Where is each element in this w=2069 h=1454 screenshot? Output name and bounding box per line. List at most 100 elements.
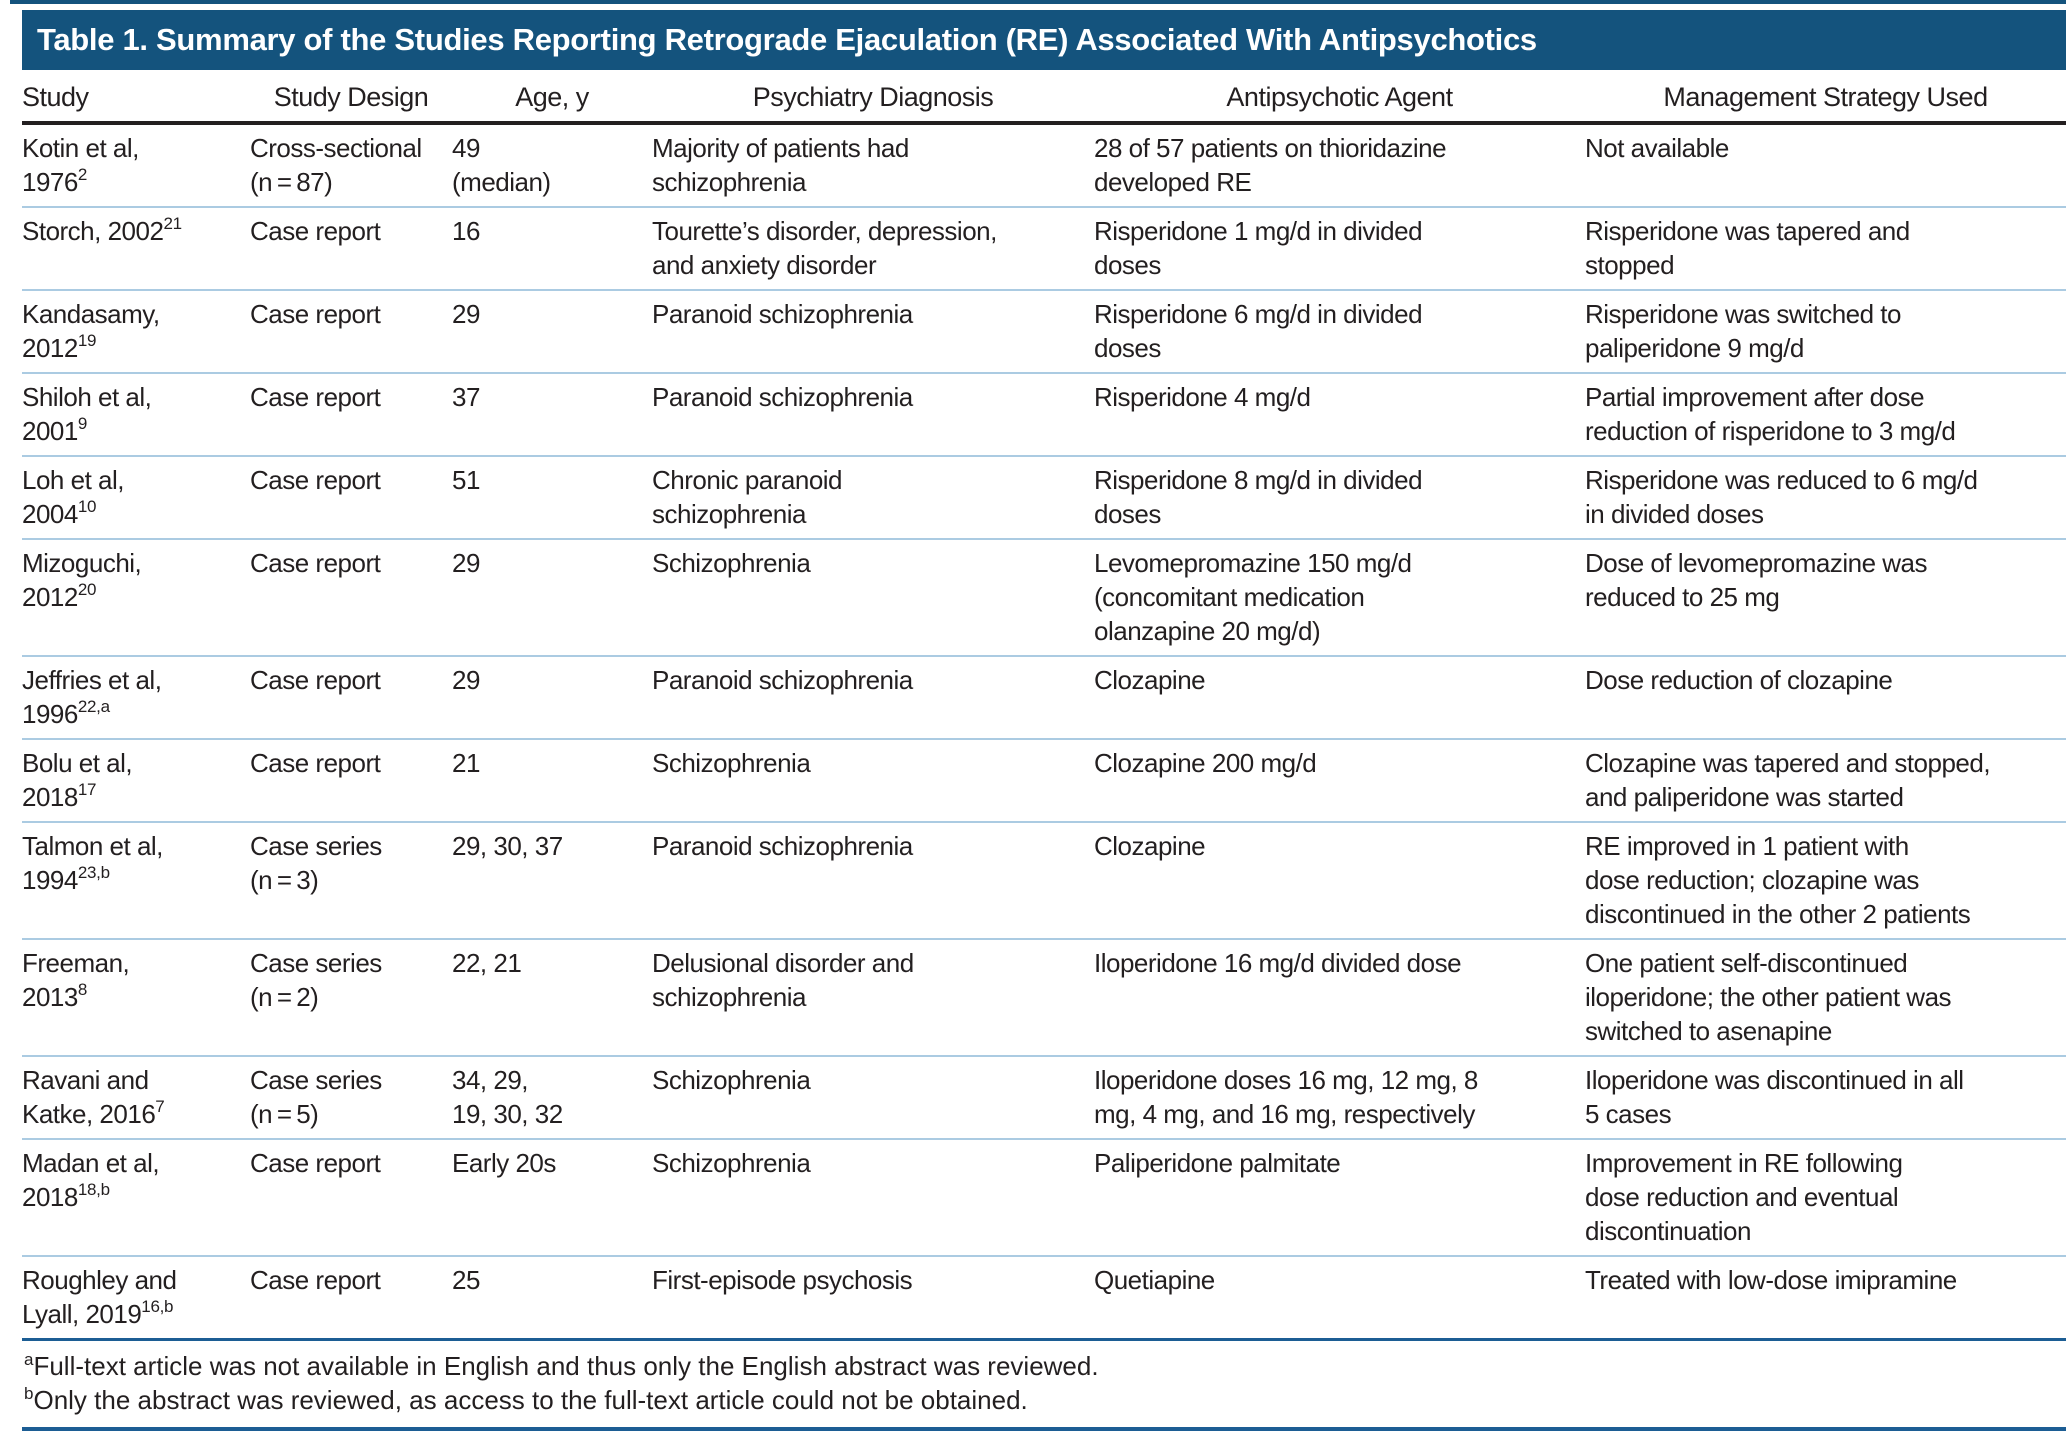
cell-study-design: Case report [250,1138,452,1256]
header-row: Study Study Design Age, y Psychiatry Dia… [22,70,2066,125]
cell-study: Loh et al, 200410 [22,455,250,539]
table-row: Storch, 200221 Case report 16 Tourette’s… [22,206,2066,290]
cell-age: 34, 29, 19, 30, 32 [452,1055,652,1139]
cell-management-strategy: Iloperidone was discontinued in all 5 ca… [1585,1055,2066,1139]
reference-superscript: 19 [77,331,97,350]
footnote-b: bOnly the abstract was reviewed, as acce… [24,1383,2066,1417]
reference-superscript: 2 [77,165,87,184]
table-row: Kandasamy, 201219 Case report 29 Paranoi… [22,289,2066,373]
cell-management-strategy: Partial improvement after dose reduction… [1585,372,2066,456]
bottom-rule [22,1427,2066,1431]
cell-psychiatry-diagnosis: Paranoid schizophrenia [652,289,1094,373]
table-title-bar: Table 1. Summary of the Studies Reportin… [22,10,2066,70]
table-row: Kotin et al, 19762 Cross-sectional (n = … [22,123,2066,207]
cell-psychiatry-diagnosis: First-episode psychosis [652,1255,1094,1338]
cell-study-design: Case report [250,655,452,739]
table-row: Freeman, 20138 Case series (n = 2) 22, 2… [22,938,2066,1056]
cell-management-strategy: Dose reduction of clozapine [1585,655,2066,739]
column-header-age: Age, y [452,70,652,125]
cell-study-design: Case report [250,455,452,539]
column-header-study: Study [22,70,250,125]
reference-superscript: 9 [77,414,87,433]
table-row: Bolu et al, 201817 Case report 21 Schizo… [22,738,2066,822]
studies-table: Study Study Design Age, y Psychiatry Dia… [22,70,2066,1338]
cell-management-strategy: Risperidone was tapered and stopped [1585,206,2066,290]
cell-antipsychotic-agent: Iloperidone 16 mg/d divided dose [1094,938,1585,1056]
table-row: Ravani and Katke, 20167 Case series (n =… [22,1055,2066,1139]
cell-antipsychotic-agent: Risperidone 1 mg/d in divided doses [1094,206,1585,290]
cell-psychiatry-diagnosis: Schizophrenia [652,738,1094,822]
cell-psychiatry-diagnosis: Schizophrenia [652,1055,1094,1139]
table-row: Roughley and Lyall, 201916,b Case report… [22,1255,2066,1338]
reference-superscript: 7 [155,1097,165,1116]
cell-study-design: Case report [250,289,452,373]
cell-study: Mizoguchi, 201220 [22,538,250,656]
reference-superscript: 17 [77,780,97,799]
table-header: Study Study Design Age, y Psychiatry Dia… [22,70,2066,125]
footnote-a-marker: a [24,1350,34,1369]
cell-study-design: Case report [250,206,452,290]
footnote-a-text: Full-text article was not available in E… [33,1351,1099,1381]
cell-age: 37 [452,372,652,456]
cell-study: Kotin et al, 19762 [22,133,139,197]
cell-antipsychotic-agent: Risperidone 6 mg/d in divided doses [1094,289,1585,373]
table-row: Talmon et al, 199423,b Case series (n = … [22,821,2066,939]
column-header-study-design: Study Design [250,70,452,125]
cell-management-strategy: RE improved in 1 patient with dose reduc… [1585,821,2066,939]
cell-antipsychotic-agent: 28 of 57 patients on thioridazine develo… [1094,133,1447,197]
cell-management-strategy: One patient self-discontinued iloperidon… [1585,938,2066,1056]
cell-age: 29 [452,655,652,739]
top-rule [10,0,2066,4]
cell-age: 49 (median) [452,133,551,197]
cell-age: 25 [452,1255,652,1338]
cell-age: 29 [452,538,652,656]
cell-psychiatry-diagnosis: Paranoid schizophrenia [652,821,1094,939]
cell-antipsychotic-agent: Clozapine [1094,821,1585,939]
cell-antipsychotic-agent: Risperidone 8 mg/d in divided doses [1094,455,1585,539]
table-title: Table 1. Summary of the Studies Reportin… [37,22,1537,57]
cell-antipsychotic-agent: Paliperidone palmitate [1094,1138,1585,1256]
cell-study: Kandasamy, 201219 [22,289,250,373]
cell-antipsychotic-agent: Iloperidone doses 16 mg, 12 mg, 8 mg, 4 … [1094,1055,1585,1139]
footnote-b-marker: b [24,1384,34,1403]
cell-study: Madan et al, 201818,b [22,1138,250,1256]
cell-study-design: Cross-sectional (n = 87) [250,133,422,197]
cell-psychiatry-diagnosis: Chronic paranoid schizophrenia [652,455,1094,539]
cell-study-design: Case series (n = 3) [250,821,452,939]
table-row: Shiloh et al, 20019 Case report 37 Paran… [22,372,2066,456]
cell-age: 51 [452,455,652,539]
cell-antipsychotic-agent: Risperidone 4 mg/d [1094,372,1585,456]
column-header-antipsychotic-agent: Antipsychotic Agent [1094,70,1585,125]
cell-study-design: Case series (n = 2) [250,938,452,1056]
cell-study: Ravani and Katke, 20167 [22,1055,250,1139]
cell-management-strategy: Risperidone was switched to paliperidone… [1585,289,2066,373]
cell-study-design: Case report [250,738,452,822]
reference-superscript: 8 [77,980,87,999]
cell-antipsychotic-agent: Clozapine 200 mg/d [1094,738,1585,822]
cell-age: 29 [452,289,652,373]
footnote-b-text: Only the abstract was reviewed, as acces… [33,1385,1028,1415]
table-body: Kotin et al, 19762 Cross-sectional (n = … [22,123,2066,1338]
reference-superscript: 22,a [77,697,110,716]
cell-psychiatry-diagnosis: Tourette’s disorder, depression, and anx… [652,206,1094,290]
cell-study-design: Case report [250,1255,452,1338]
cell-study: Jeffries et al, 199622,a [22,655,250,739]
cell-psychiatry-diagnosis: Paranoid schizophrenia [652,655,1094,739]
cell-age: Early 20s [452,1138,652,1256]
cell-management-strategy: Clozapine was tapered and stopped, and p… [1585,738,2066,822]
cell-study: Bolu et al, 201817 [22,738,250,822]
cell-psychiatry-diagnosis: Delusional disorder and schizophrenia [652,938,1094,1056]
cell-antipsychotic-agent: Quetiapine [1094,1255,1585,1338]
cell-psychiatry-diagnosis: Majority of patients had schizophrenia [652,133,909,197]
reference-superscript: 21 [163,214,182,233]
cell-psychiatry-diagnosis: Paranoid schizophrenia [652,372,1094,456]
footnote-a: aFull-text article was not available in … [24,1349,2066,1383]
reference-superscript: 18,b [77,1180,110,1199]
footnote-divider-rule [22,1338,2066,1341]
cell-age: 22, 21 [452,938,652,1056]
cell-study: Talmon et al, 199423,b [22,821,250,939]
table-row: Loh et al, 200410 Case report 51 Chronic… [22,455,2066,539]
cell-management-strategy: Treated with low-dose imipramine [1585,1255,2066,1338]
column-header-psychiatry-diagnosis: Psychiatry Diagnosis [652,70,1094,125]
